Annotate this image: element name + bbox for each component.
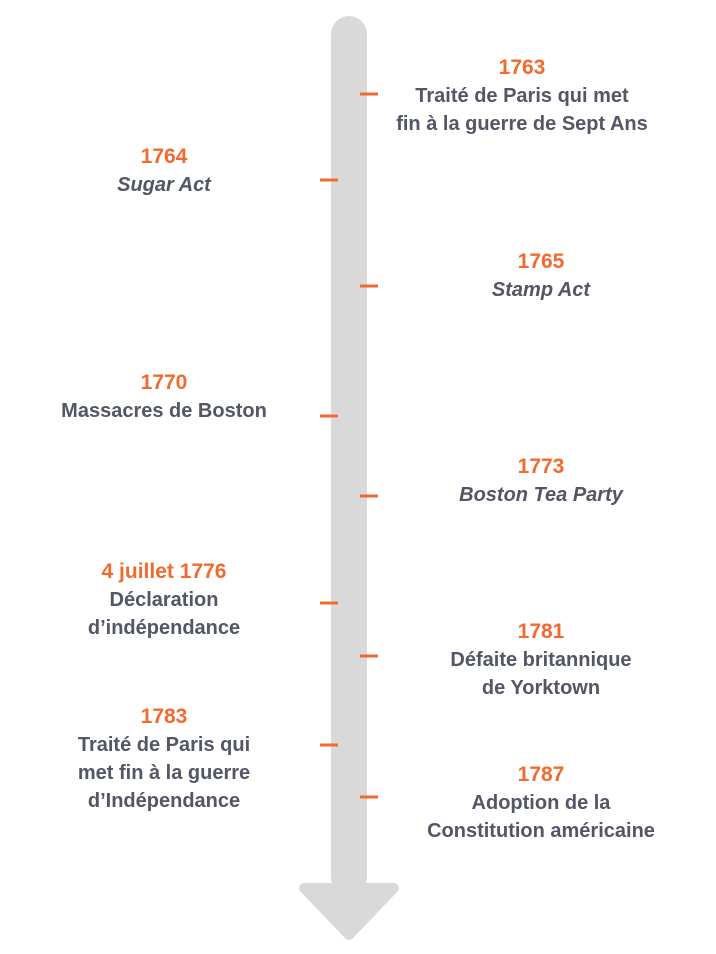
event-1787: 1787 Adoption de la Constitution américa…	[371, 761, 711, 845]
event-year: 1783	[140, 705, 188, 728]
event-year: 1763	[498, 56, 546, 79]
event-label: Sugar Act	[117, 174, 211, 196]
timeline-arrow-head	[299, 883, 399, 940]
event-year: 1764	[140, 145, 188, 168]
event-year: 1765	[517, 250, 565, 273]
event-label: Adoption de la Constitution américaine	[427, 792, 655, 842]
timeline-axis	[331, 16, 367, 896]
event-label: Massacres de Boston	[61, 400, 267, 422]
event-1783: 1783 Traité de Paris qui met fin à la gu…	[14, 703, 314, 815]
event-year: 1773	[517, 455, 565, 478]
event-year: 1787	[517, 763, 565, 786]
event-year: 1781	[517, 620, 565, 643]
event-1763: 1763 Traité de Paris qui met fin à la gu…	[352, 54, 692, 138]
event-label: Stamp Act	[491, 279, 591, 301]
event-1781: 1781 Défaite britannique de Yorktown	[371, 618, 711, 702]
event-label: Défaite britannique de Yorktown	[450, 649, 632, 699]
event-label: Traité de Paris qui met fin à la guerre …	[77, 734, 251, 812]
event-year: 4 juillet 1776	[101, 560, 227, 583]
event-1776: 4 juillet 1776 Déclaration d’indépendanc…	[14, 558, 314, 642]
event-1765: 1765 Stamp Act	[371, 248, 711, 304]
event-1764: 1764 Sugar Act	[14, 143, 314, 199]
event-1773: 1773 Boston Tea Party	[371, 453, 711, 509]
event-label: Déclaration d’indépendance	[87, 589, 241, 639]
event-year: 1770	[140, 371, 188, 394]
event-label: Boston Tea Party	[459, 484, 623, 506]
event-label: Traité de Paris qui met fin à la guerre …	[396, 85, 648, 135]
event-1770: 1770 Massacres de Boston	[14, 369, 314, 425]
